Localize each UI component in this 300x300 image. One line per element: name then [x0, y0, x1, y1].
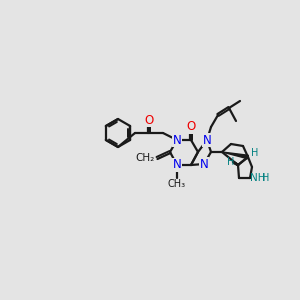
Text: H: H	[227, 157, 235, 167]
Text: N: N	[172, 134, 182, 146]
Text: N: N	[172, 158, 182, 172]
Text: CH₂: CH₂	[136, 153, 155, 163]
Polygon shape	[222, 152, 248, 159]
Text: H: H	[251, 148, 259, 158]
Text: H: H	[262, 173, 270, 183]
Text: O: O	[186, 121, 196, 134]
Text: O: O	[144, 113, 154, 127]
Text: CH₃: CH₃	[168, 179, 186, 189]
Text: NH: NH	[250, 173, 266, 183]
Text: N: N	[200, 158, 208, 170]
Text: N: N	[202, 134, 211, 146]
